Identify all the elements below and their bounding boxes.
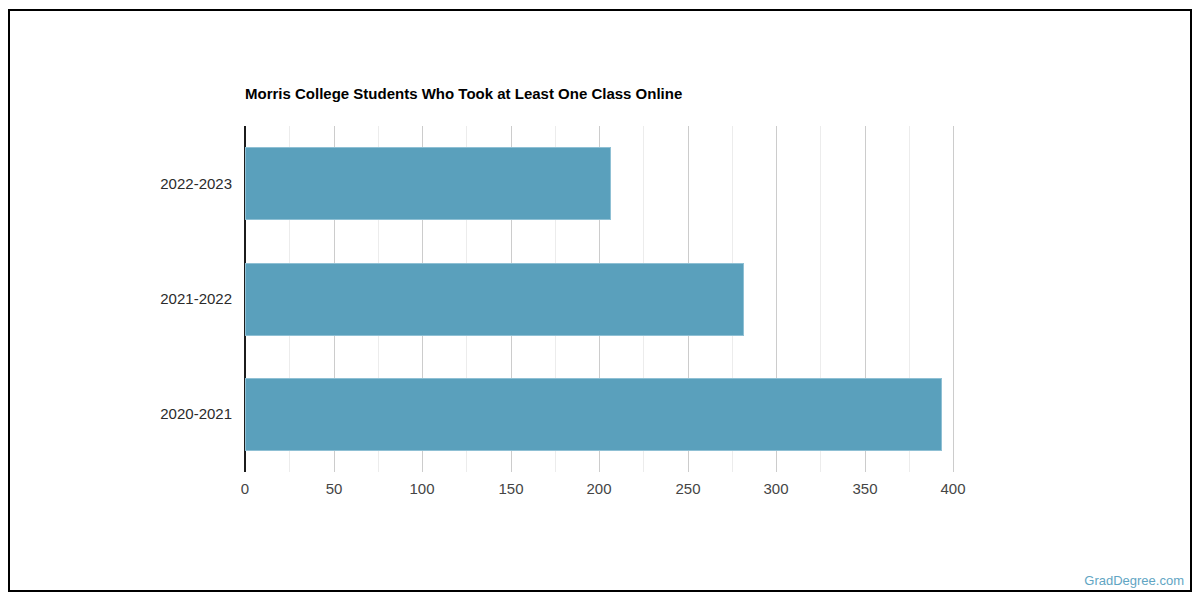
x-axis-tick-label-50: 50 xyxy=(304,480,364,497)
y-axis-label-2021-2022: 2021-2022 xyxy=(82,290,232,307)
x-axis-tick-label-250: 250 xyxy=(658,480,718,497)
x-axis-tick-label-400: 400 xyxy=(923,480,983,497)
gridline-400 xyxy=(953,126,954,472)
y-axis-label-2020-2021: 2020-2021 xyxy=(82,405,232,422)
x-axis-tick-label-350: 350 xyxy=(835,480,895,497)
bar-2020-2021[interactable] xyxy=(245,378,942,451)
chart-title: Morris College Students Who Took at Leas… xyxy=(245,85,682,102)
bar-2022-2023[interactable] xyxy=(245,147,611,220)
x-axis-tick-label-0: 0 xyxy=(215,480,275,497)
bar-2021-2022[interactable] xyxy=(245,263,744,336)
watermark-link[interactable]: GradDegree.com xyxy=(1084,573,1184,588)
y-axis-label-2022-2023: 2022-2023 xyxy=(82,175,232,192)
plot-area: 2022-20232021-20222020-20210501001502002… xyxy=(245,126,953,472)
x-axis-tick-label-300: 300 xyxy=(746,480,806,497)
x-axis-tick-label-100: 100 xyxy=(392,480,452,497)
x-axis-tick-label-200: 200 xyxy=(569,480,629,497)
x-axis-tick-label-150: 150 xyxy=(481,480,541,497)
